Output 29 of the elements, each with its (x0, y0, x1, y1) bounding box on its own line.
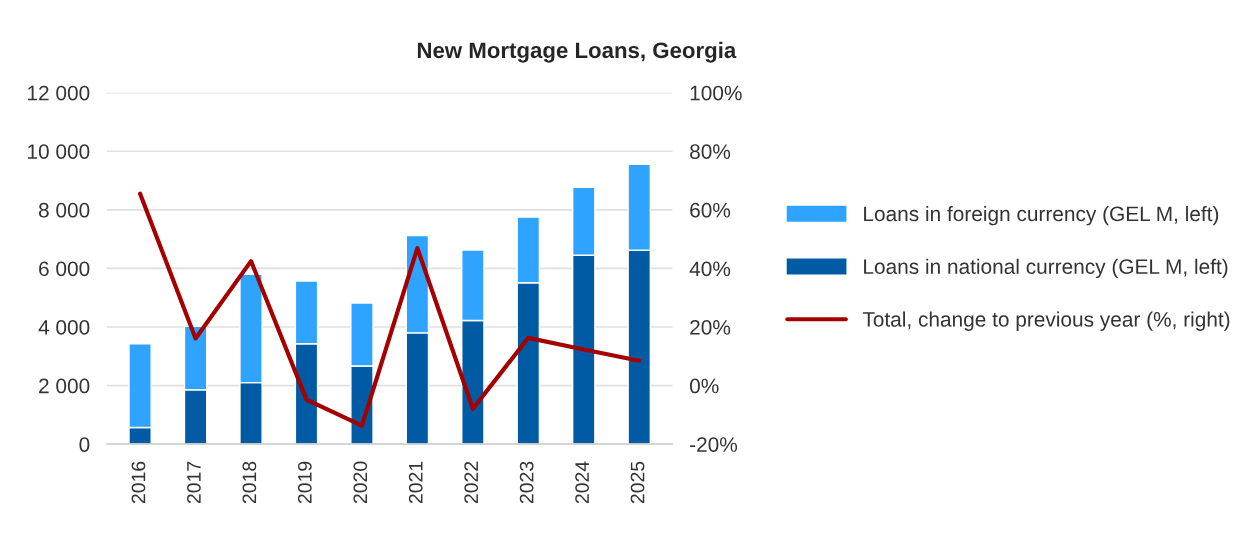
x-tick-label: 2016 (131, 461, 146, 504)
legend-label: Loans in national currency (GEL M, left) (864, 258, 1228, 279)
x-tick-label: 2023 (519, 461, 534, 504)
y2-tick-label: 20% (690, 320, 731, 335)
y-tick-label: 2 000 (39, 378, 90, 394)
x-tick-label: 2017 (187, 461, 201, 504)
x-tick-label: 2018 (242, 461, 257, 504)
y-tick-label: 10 000 (28, 144, 90, 159)
x-tick-label: 2024 (575, 461, 589, 504)
line-series (138, 191, 642, 428)
legend-label: Loans in foreign currency (GEL M, left) (864, 205, 1219, 226)
y2-tick-label: 60% (690, 202, 731, 218)
x-tick-label: 2025 (630, 461, 645, 504)
x-tick-label: 2020 (353, 461, 368, 504)
y-tick-label: 4 000 (38, 320, 90, 335)
y-tick-label: 6 000 (39, 261, 90, 277)
y-tick-label: 12 000 (28, 85, 90, 101)
y-tick-label: 8 000 (38, 202, 90, 218)
y2-tick-label: -20% (690, 437, 738, 452)
chart-title: New Mortgage Loans, Georgia (417, 41, 737, 63)
x-tick-label: 2021 (408, 461, 423, 504)
y2-tick-label: 100% (690, 85, 742, 101)
y-tick-label: 0 (79, 437, 90, 452)
legend-label: Total, change to previous year (%, right) (862, 311, 1230, 331)
x-tick-label: 2019 (297, 461, 312, 504)
x-tick-label: 2022 (464, 461, 479, 504)
y2-tick-label: 80% (690, 144, 731, 159)
y2-tick-label: 40% (689, 261, 731, 277)
y2-tick-label: 0% (689, 378, 719, 394)
